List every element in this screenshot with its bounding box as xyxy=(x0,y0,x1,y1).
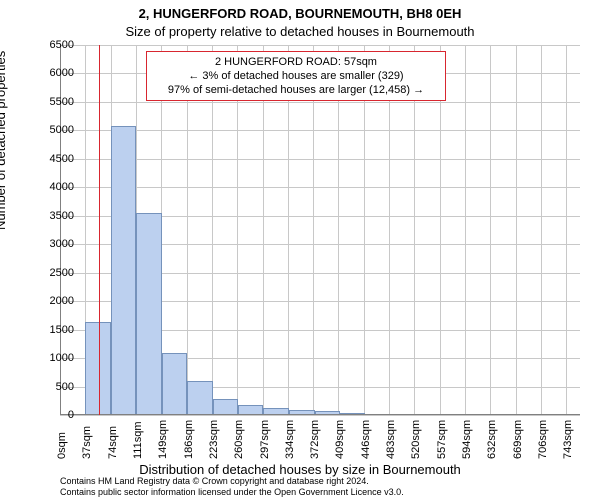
gridline-v xyxy=(465,45,466,415)
x-tick-label: 372sqm xyxy=(309,420,321,459)
histogram-bar xyxy=(162,353,187,415)
x-tick-label: 632sqm xyxy=(486,420,498,459)
x-tick-label: 223sqm xyxy=(208,420,220,459)
gridline-v xyxy=(541,45,542,415)
y-tick-label: 2500 xyxy=(24,268,74,279)
x-tick-label: 743sqm xyxy=(562,420,574,459)
gridline-v xyxy=(490,45,491,415)
histogram-bar xyxy=(136,213,162,415)
annotation-line2: ← 3% of detached houses are smaller (329… xyxy=(188,70,403,82)
y-tick-label: 4000 xyxy=(24,182,74,193)
x-tick-label: 74sqm xyxy=(107,426,119,459)
x-tick-label: 334sqm xyxy=(284,420,296,459)
x-tick-label: 260sqm xyxy=(233,420,245,459)
footer-attribution: Contains HM Land Registry data © Crown c… xyxy=(60,476,404,498)
x-axis-line xyxy=(60,414,580,415)
x-axis-label: Distribution of detached houses by size … xyxy=(0,462,600,477)
gridline-h xyxy=(60,159,580,160)
y-tick-label: 1000 xyxy=(24,353,74,364)
y-axis-label: Number of detached properties xyxy=(0,51,8,230)
x-tick-label: 483sqm xyxy=(385,420,397,459)
x-tick-label: 37sqm xyxy=(81,426,93,459)
y-tick-label: 2000 xyxy=(24,296,74,307)
histogram-bar xyxy=(187,381,212,415)
gridline-h xyxy=(60,130,580,131)
x-tick-label: 409sqm xyxy=(334,420,346,459)
x-tick-label: 0sqm xyxy=(56,432,68,459)
y-tick-label: 0 xyxy=(24,410,74,421)
gridline-v xyxy=(516,45,517,415)
y-tick-label: 1500 xyxy=(24,325,74,336)
reference-line xyxy=(99,45,100,415)
y-tick-label: 500 xyxy=(24,382,74,393)
y-tick-label: 3000 xyxy=(24,239,74,250)
annotation-line1: 2 HUNGERFORD ROAD: 57sqm xyxy=(215,56,377,68)
x-tick-label: 297sqm xyxy=(259,420,271,459)
gridline-h xyxy=(60,187,580,188)
x-tick-label: 706sqm xyxy=(537,420,549,459)
annotation-line3: 97% of semi-detached houses are larger (… xyxy=(168,84,424,96)
y-tick-label: 4500 xyxy=(24,154,74,165)
histogram-bar xyxy=(213,399,238,416)
plot-area: 2 HUNGERFORD ROAD: 57sqm ← 3% of detache… xyxy=(60,45,580,415)
histogram-bar xyxy=(111,126,136,415)
histogram-bar xyxy=(85,322,110,415)
x-tick-label: 149sqm xyxy=(157,420,169,459)
footer-line2: Contains public sector information licen… xyxy=(60,487,404,497)
y-tick-label: 5000 xyxy=(24,125,74,136)
gridline-h xyxy=(60,45,580,46)
gridline-v xyxy=(566,45,567,415)
gridline-h xyxy=(60,415,580,416)
footer-line1: Contains HM Land Registry data © Crown c… xyxy=(60,476,369,486)
x-tick-label: 111sqm xyxy=(132,421,144,459)
y-tick-label: 3500 xyxy=(24,211,74,222)
x-tick-label: 594sqm xyxy=(461,420,473,459)
y-tick-label: 6500 xyxy=(24,40,74,51)
x-tick-label: 446sqm xyxy=(360,420,372,459)
chart-container: { "title_line1": "2, HUNGERFORD ROAD, BO… xyxy=(0,0,600,500)
annotation-box: 2 HUNGERFORD ROAD: 57sqm ← 3% of detache… xyxy=(146,51,446,101)
x-tick-label: 669sqm xyxy=(512,420,524,459)
x-tick-label: 186sqm xyxy=(183,420,195,459)
chart-title-subtitle: Size of property relative to detached ho… xyxy=(0,24,600,39)
x-tick-label: 520sqm xyxy=(410,420,422,459)
x-tick-label: 557sqm xyxy=(436,420,448,459)
gridline-h xyxy=(60,102,580,103)
y-tick-label: 5500 xyxy=(24,97,74,108)
y-tick-label: 6000 xyxy=(24,68,74,79)
chart-title-address: 2, HUNGERFORD ROAD, BOURNEMOUTH, BH8 0EH xyxy=(0,6,600,21)
